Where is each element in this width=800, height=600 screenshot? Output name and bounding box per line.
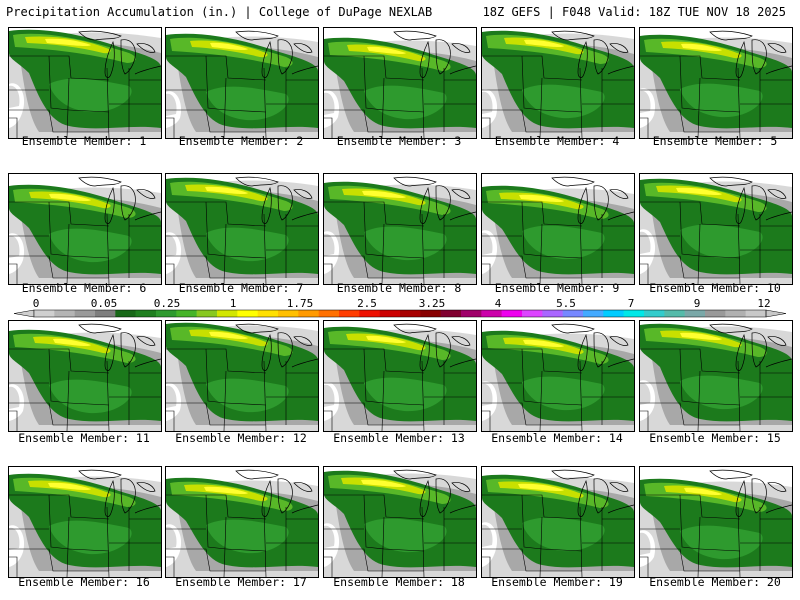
ensemble-member-map-3 — [323, 27, 477, 139]
colorbar-swatch — [583, 310, 604, 317]
ensemble-member-map-17 — [165, 466, 319, 578]
ensemble-member-map-13 — [323, 320, 477, 432]
colorbar-swatch — [420, 310, 441, 317]
ensemble-member-map-8 — [323, 173, 477, 285]
colorbar-tick-label: 4 — [495, 297, 502, 310]
colorbar-swatch — [339, 310, 360, 317]
ensemble-member-map-6 — [8, 173, 162, 285]
colorbar-tick-label: 1.75 — [287, 297, 314, 310]
ensemble-member-label-16: Ensemble Member: 16 — [18, 575, 150, 589]
ensemble-member-label-19: Ensemble Member: 19 — [491, 575, 623, 589]
colorbar-left-arrow — [13, 309, 35, 318]
colorbar-right-arrow — [765, 309, 787, 318]
ensemble-member-label-17: Ensemble Member: 17 — [175, 575, 307, 589]
colorbar-swatch — [623, 310, 645, 317]
colorbar-swatch — [400, 310, 421, 317]
colorbar-swatch — [542, 310, 563, 317]
colorbar-swatch — [359, 310, 380, 317]
colorbar-swatch — [705, 310, 726, 317]
colorbar-tick-label: 1 — [230, 297, 237, 310]
ensemble-member-map-19 — [481, 466, 635, 578]
ensemble-member-label-15: Ensemble Member: 15 — [649, 431, 781, 445]
ensemble-member-label-7: Ensemble Member: 7 — [178, 281, 304, 295]
colorbar-swatch — [664, 310, 685, 317]
ensemble-member-label-10: Ensemble Member: 10 — [649, 281, 781, 295]
ensemble-member-map-12 — [165, 320, 319, 432]
ensemble-member-map-14 — [481, 320, 635, 432]
colorbar-swatch — [74, 310, 96, 317]
ensemble-member-map-10 — [639, 173, 793, 285]
colorbar-swatch — [95, 310, 116, 317]
colorbar-swatch — [461, 310, 482, 317]
precip-colorbar: 0 0.05 0.25 1 1.75 2.5 3.25 4 5.5 7 9 12 — [13, 297, 787, 318]
ensemble-member-map-15 — [639, 320, 793, 432]
colorbar-swatch — [34, 310, 55, 317]
colorbar-swatch — [644, 310, 665, 317]
title-left: Precipitation Accumulation (in.) | Colle… — [6, 5, 433, 19]
colorbar-swatch — [115, 310, 136, 317]
ensemble-member-map-1 — [8, 27, 162, 139]
ensemble-member-label-11: Ensemble Member: 11 — [18, 431, 150, 445]
ensemble-member-map-16 — [8, 466, 162, 578]
ensemble-member-label-5: Ensemble Member: 5 — [652, 134, 778, 148]
colorbar-swatch — [318, 310, 340, 317]
colorbar-swatch — [725, 310, 746, 317]
colorbar-swatch — [481, 310, 502, 317]
colorbar-swatch — [176, 310, 197, 317]
ensemble-member-label-13: Ensemble Member: 13 — [333, 431, 465, 445]
colorbar-swatch — [379, 310, 401, 317]
ensemble-member-label-3: Ensemble Member: 3 — [336, 134, 462, 148]
colorbar-swatch — [562, 310, 584, 317]
colorbar-swatch — [501, 310, 523, 317]
colorbar-swatch — [257, 310, 279, 317]
colorbar-swatch — [237, 310, 258, 317]
ensemble-member-map-2 — [165, 27, 319, 139]
ensemble-member-label-20: Ensemble Member: 20 — [649, 575, 781, 589]
ensemble-member-label-6: Ensemble Member: 6 — [21, 281, 147, 295]
title-right: 18Z GEFS | F048 Valid: 18Z TUE NOV 18 20… — [482, 5, 786, 19]
colorbar-tick-label: 3.25 — [419, 297, 446, 310]
colorbar-swatch — [684, 310, 706, 317]
colorbar-swatch — [278, 310, 299, 317]
colorbar-swatch — [54, 310, 75, 317]
ensemble-member-label-12: Ensemble Member: 12 — [175, 431, 307, 445]
colorbar-tick-label: 2.5 — [357, 297, 377, 310]
colorbar-tick-label: 7 — [628, 297, 635, 310]
ensemble-member-label-8: Ensemble Member: 8 — [336, 281, 462, 295]
ensemble-member-map-4 — [481, 27, 635, 139]
ensemble-member-label-18: Ensemble Member: 18 — [333, 575, 465, 589]
colorbar-tick-label: 0.05 — [91, 297, 118, 310]
ensemble-member-map-5 — [639, 27, 793, 139]
colorbar-swatch — [440, 310, 462, 317]
colorbar-tick-label: 0.25 — [154, 297, 181, 310]
colorbar-swatch — [603, 310, 624, 317]
colorbar-tick-label: 12 — [757, 297, 770, 310]
colorbar-tick-label: 9 — [694, 297, 701, 310]
ensemble-member-label-14: Ensemble Member: 14 — [491, 431, 623, 445]
ensemble-member-label-2: Ensemble Member: 2 — [178, 134, 304, 148]
ensemble-member-map-11 — [8, 320, 162, 432]
ensemble-member-label-9: Ensemble Member: 9 — [494, 281, 620, 295]
colorbar-swatch — [196, 310, 218, 317]
ensemble-member-label-1: Ensemble Member: 1 — [21, 134, 147, 148]
colorbar-tick-label: 0 — [33, 297, 40, 310]
ensemble-member-label-4: Ensemble Member: 4 — [494, 134, 620, 148]
colorbar-swatch — [522, 310, 543, 317]
colorbar-swatch — [745, 310, 767, 317]
colorbar-swatch — [298, 310, 319, 317]
colorbar-swatch — [135, 310, 157, 317]
colorbar-swatch — [156, 310, 177, 317]
ensemble-member-map-7 — [165, 173, 319, 285]
ensemble-member-map-9 — [481, 173, 635, 285]
ensemble-member-map-18 — [323, 466, 477, 578]
ensemble-member-map-20 — [639, 466, 793, 578]
colorbar-tick-label: 5.5 — [556, 297, 576, 310]
colorbar-swatch — [217, 310, 238, 317]
